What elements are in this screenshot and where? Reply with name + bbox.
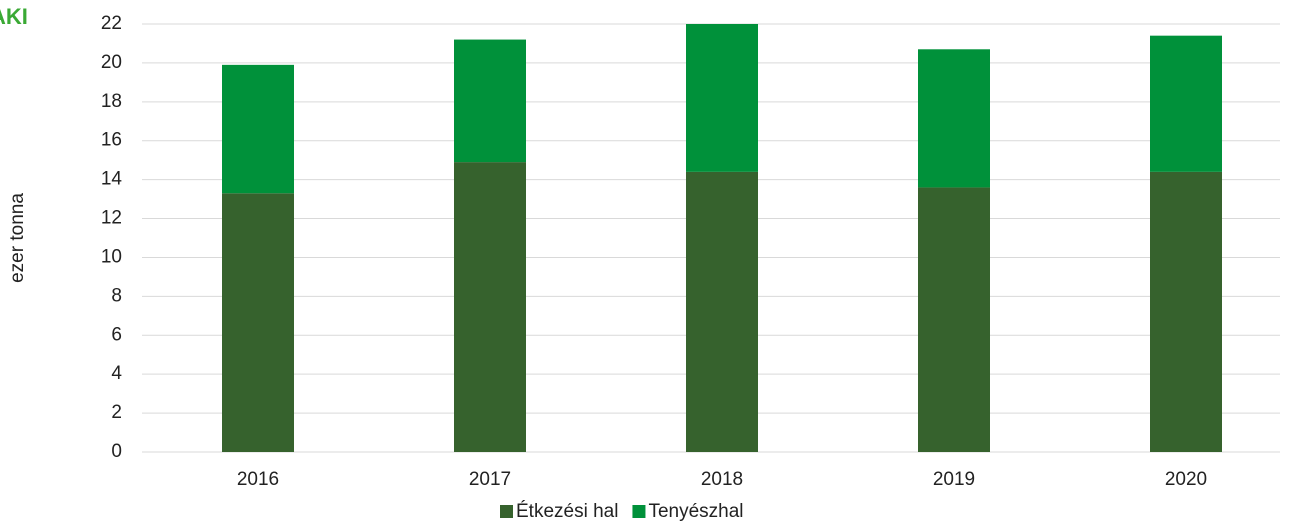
bar-segment <box>918 187 990 452</box>
legend-swatch <box>500 505 513 518</box>
y-tick-label: 8 <box>111 285 122 306</box>
x-tick-label: 2017 <box>469 469 511 490</box>
bar-segment <box>222 64 294 194</box>
bar-segment <box>222 193 294 452</box>
y-tick-label: 16 <box>101 130 122 151</box>
y-axis-label: ezer tonna <box>7 193 28 283</box>
bar-segment <box>686 171 758 452</box>
bar-segment <box>686 24 758 172</box>
y-tick-label: 14 <box>101 169 123 190</box>
y-tick-label: 4 <box>111 363 122 384</box>
y-tick-label: 20 <box>101 52 122 73</box>
legend-swatch <box>632 505 646 518</box>
bar-segment <box>454 39 526 163</box>
y-tick-label: 0 <box>111 441 122 462</box>
logo: AKI <box>0 4 28 29</box>
bar-segment <box>1150 171 1222 452</box>
x-tick-label: 2018 <box>701 469 743 490</box>
y-tick-label: 2 <box>111 402 122 423</box>
bar-segment <box>454 162 526 453</box>
y-tick-label: 10 <box>101 246 122 267</box>
legend-label: Étkezési hal <box>516 501 618 522</box>
y-tick-label: 6 <box>111 324 122 345</box>
y-tick-label: 22 <box>101 13 122 34</box>
legend-label: Tenyészhal <box>648 501 743 522</box>
y-tick-label: 18 <box>101 91 122 112</box>
y-tick-label: 12 <box>101 208 122 229</box>
x-tick-label: 2020 <box>1165 469 1207 490</box>
x-tick-label: 2016 <box>237 469 279 490</box>
bar-segment <box>918 49 990 188</box>
x-tick-label: 2019 <box>933 469 975 490</box>
bar-segment <box>1150 35 1222 172</box>
